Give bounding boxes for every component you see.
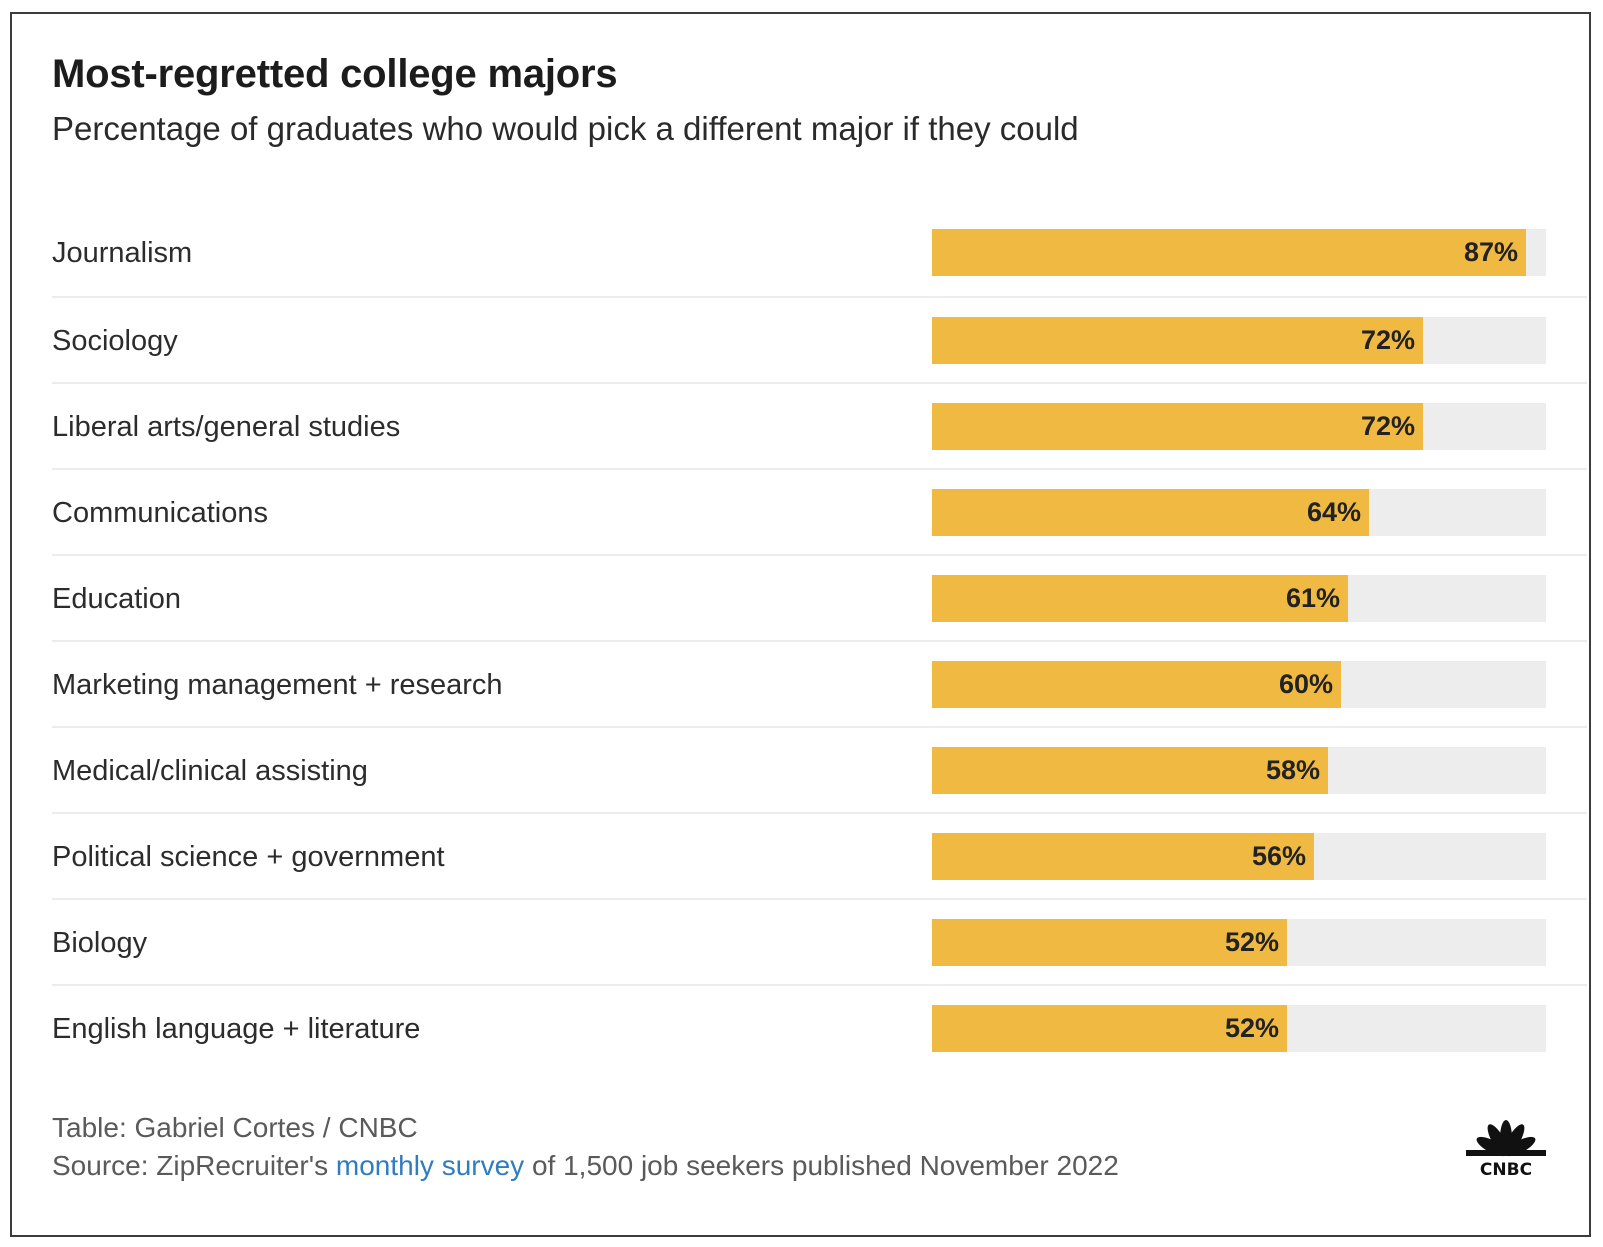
- bar: 56%: [932, 833, 1314, 880]
- bar-row: Medical/clinical assisting 58%: [52, 726, 1587, 812]
- footer-source: Source: ZipRecruiter's monthly survey of…: [52, 1150, 1119, 1182]
- bar-track: 52%: [932, 1005, 1546, 1052]
- bar-value-label: 64%: [1306, 497, 1361, 527]
- category-label: Journalism: [52, 237, 193, 269]
- source-suffix: of 1,500 job seekers published November …: [524, 1150, 1119, 1181]
- category-label: Marketing management + research: [52, 669, 503, 701]
- bar-track: 60%: [932, 661, 1546, 708]
- chart-subtitle: Percentage of graduates who would pick a…: [52, 110, 1079, 147]
- monthly-survey-link[interactable]: monthly survey: [335, 1150, 525, 1181]
- bar: 60%: [932, 661, 1341, 708]
- logo-text: CNBC: [1480, 1160, 1532, 1180]
- bar-value-label: 72%: [1360, 325, 1415, 355]
- bar: 58%: [932, 747, 1328, 794]
- bar-value-label: 56%: [1251, 841, 1306, 871]
- bar-track: 52%: [932, 919, 1546, 966]
- bar-row: Sociology 72%: [52, 296, 1587, 382]
- category-label: Biology: [52, 927, 148, 959]
- category-label: Sociology: [52, 325, 178, 357]
- bar: 87%: [932, 229, 1526, 276]
- bar-value-label: 58%: [1265, 755, 1320, 785]
- bar: 61%: [932, 575, 1348, 622]
- bar-value-label: 72%: [1360, 411, 1415, 441]
- bar: 52%: [932, 919, 1287, 966]
- bar-track: 61%: [932, 575, 1546, 622]
- bar: 52%: [932, 1005, 1287, 1052]
- bar-track: 72%: [932, 403, 1546, 450]
- bar-row: Biology 52%: [52, 898, 1587, 984]
- category-label: Medical/clinical assisting: [52, 755, 368, 787]
- bar-track: 72%: [932, 317, 1546, 364]
- bar-value-label: 52%: [1224, 1013, 1279, 1043]
- bar-row: Communications 64%: [52, 468, 1587, 554]
- bar-row: Marketing management + research 60%: [52, 640, 1587, 726]
- bar-value-label: 60%: [1278, 669, 1333, 699]
- bar-value-label: 61%: [1285, 583, 1340, 613]
- category-label: Communications: [52, 497, 268, 529]
- bar-row: Journalism 87%: [52, 210, 1587, 296]
- category-label: English language + literature: [52, 1013, 421, 1045]
- source-prefix: Source: ZipRecruiter's: [52, 1150, 336, 1181]
- chart-frame: Most-regretted college majors Percentage…: [10, 12, 1591, 1237]
- bar-value-label: 52%: [1224, 927, 1279, 957]
- chart-title: Most-regretted college majors: [52, 52, 618, 96]
- cnbc-peacock-icon: [1466, 1120, 1546, 1157]
- cnbc-logo: CNBC: [1466, 1120, 1546, 1180]
- bar-row: Liberal arts/general studies 72%: [52, 382, 1587, 468]
- bar-track: 64%: [932, 489, 1546, 536]
- category-label: Liberal arts/general studies: [52, 411, 401, 443]
- bar-track: 87%: [932, 229, 1546, 276]
- bar-track: 58%: [932, 747, 1546, 794]
- bar-value-label: 87%: [1463, 237, 1518, 267]
- bar-row: Political science + government 56%: [52, 812, 1587, 898]
- bar-row: English language + literature 52%: [52, 984, 1587, 1070]
- category-label: Political science + government: [52, 841, 445, 873]
- category-label: Education: [52, 583, 181, 615]
- bar-row: Education 61%: [52, 554, 1587, 640]
- bar: 72%: [932, 317, 1423, 364]
- bar: 64%: [932, 489, 1369, 536]
- bar-track: 56%: [932, 833, 1546, 880]
- bar-rows: Journalism 87% Sociology 72% Liberal arts/ge…: [52, 210, 1587, 1070]
- bar: 72%: [932, 403, 1423, 450]
- footer-credit: Table: Gabriel Cortes / CNBC: [52, 1112, 418, 1143]
